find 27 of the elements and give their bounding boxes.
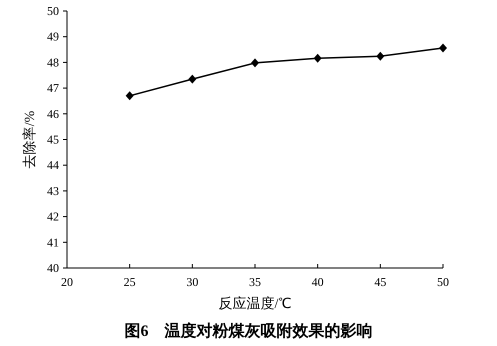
y-tick-label: 45	[47, 132, 59, 146]
y-tick-label: 46	[47, 106, 59, 121]
y-axis-title: 去除率/%	[22, 110, 38, 168]
y-tick-label: 49	[47, 30, 59, 44]
point	[188, 74, 196, 84]
y-tick-label: 50	[47, 4, 59, 18]
x-tick-label: 30	[186, 275, 198, 289]
x-axis-title: 反应温度/℃	[218, 296, 292, 312]
y-tick-label: 48	[47, 55, 59, 70]
y-tick-label: 43	[47, 184, 59, 198]
y-tick-label: 47	[47, 81, 59, 96]
y-tick-label: 42	[47, 210, 59, 224]
point	[126, 91, 134, 100]
point	[251, 58, 259, 68]
text: 图6 温度对粉煤灰吸附效果的影响	[124, 321, 372, 340]
x-tick-label: 50	[437, 275, 449, 289]
x-tick-label: 20	[61, 275, 73, 289]
point	[376, 52, 384, 61]
x-tick-label: 25	[124, 275, 136, 289]
x-tick-label: 40	[312, 275, 324, 289]
point	[439, 44, 447, 53]
y-tick-label: 44	[47, 158, 59, 172]
y-tick-label: 41	[47, 235, 59, 250]
x-tick-label: 45	[374, 275, 386, 289]
y-tick-label: 40	[47, 261, 59, 275]
x-tick-label: 35	[249, 275, 261, 289]
point	[314, 54, 322, 63]
